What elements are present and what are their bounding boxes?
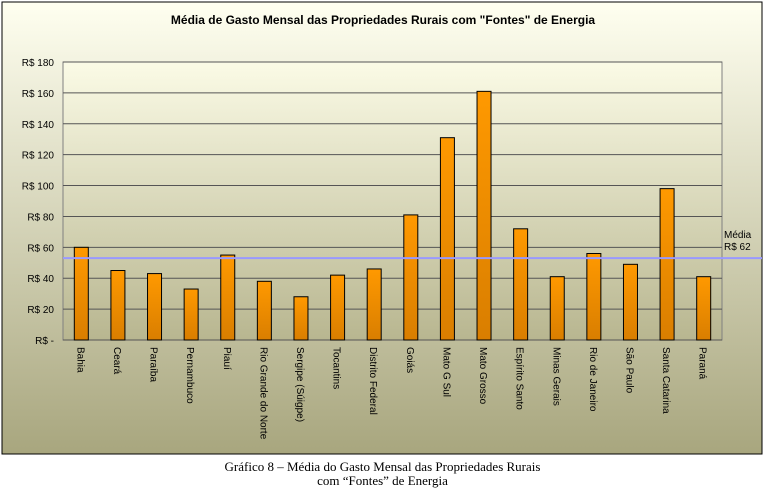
x-tick-label: Santa Catarina [660, 347, 671, 414]
y-tick-label: R$ 80 [27, 212, 54, 223]
bar [183, 288, 199, 341]
y-tick-label: R$ 20 [27, 305, 54, 316]
bar [659, 188, 675, 341]
bar [73, 246, 89, 341]
bar [220, 254, 236, 341]
bar [549, 276, 565, 341]
chart: Média de Gasto Mensal das Propriedades R… [1, 1, 763, 455]
bar [293, 296, 309, 341]
bar [476, 90, 492, 341]
x-tick-label: Paraná [697, 347, 708, 380]
y-tick-label: R$ 180 [22, 58, 55, 69]
plot-area [62, 61, 723, 341]
bar [330, 274, 346, 341]
bar [622, 263, 638, 341]
bar [256, 280, 272, 341]
y-tick-label: R$ 140 [22, 120, 55, 131]
x-tick-label: Minas Gerais [550, 347, 561, 406]
x-tick-label: Pernambuco [184, 347, 195, 404]
x-tick-label: Mato G Sul [440, 347, 451, 397]
x-tick-label: Piauí [221, 347, 232, 370]
x-tick-label: Tocantins [331, 347, 342, 389]
caption-line: com “Fontes” de Energia [317, 473, 448, 488]
y-tick-label: R$ 40 [27, 274, 54, 285]
x-tick-label: São Paulo [623, 347, 634, 394]
x-tick-label: Sergipe (Súigpe) [294, 347, 305, 422]
bar [366, 268, 382, 341]
bar [513, 228, 529, 341]
x-tick-label: Goiás [404, 347, 415, 373]
bar [439, 137, 455, 341]
x-tick-label: Distrito Federal [367, 347, 378, 415]
y-tick-label: R$ 60 [27, 243, 54, 254]
chart-title: Média de Gasto Mensal das Propriedades R… [171, 13, 595, 27]
mean-value-label: R$ 62 [724, 242, 751, 253]
x-tick-label: Mato Grosso [477, 347, 488, 405]
y-tick-label: R$ 100 [22, 182, 55, 193]
bar [696, 276, 712, 341]
x-tick-label: Rio Grande do Norte [257, 347, 268, 440]
bar [403, 214, 419, 341]
mean-label: Média [724, 230, 752, 241]
caption-line: Gráfico 8 – Média do Gasto Mensal das Pr… [224, 459, 541, 474]
y-tick-label: R$ 120 [22, 151, 55, 162]
x-tick-label: Ceará [111, 347, 122, 375]
y-tick-label: R$ - [35, 336, 54, 347]
x-tick-label: Espírito Santo [514, 347, 525, 410]
bar [110, 270, 126, 341]
y-tick-label: R$ 160 [22, 89, 55, 100]
x-tick-label: Bahia [74, 347, 85, 373]
x-tick-label: Rio de Janeiro [587, 347, 598, 412]
bar [586, 253, 602, 341]
x-tick-label: Paraíba [148, 347, 159, 382]
bar [147, 273, 163, 341]
